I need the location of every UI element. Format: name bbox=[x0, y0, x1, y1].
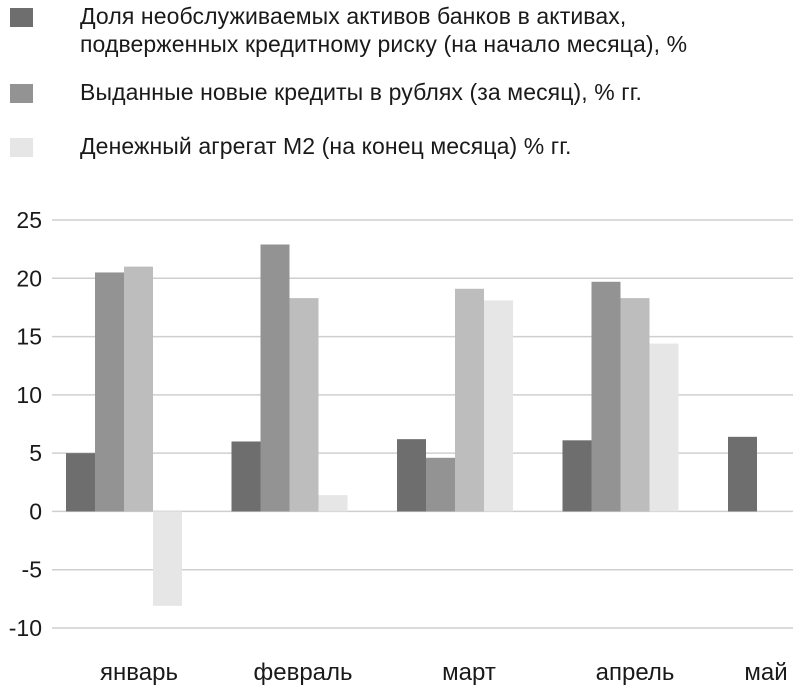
bar-series2-cat4 bbox=[591, 281, 621, 512]
legend-swatch-new-loans bbox=[10, 84, 33, 103]
bar-series4-cat3 bbox=[484, 300, 513, 512]
legend-item-new-loans: Выданные новые кредиты в рублях (за меся… bbox=[10, 78, 642, 106]
y-tick-label-7: 25 bbox=[16, 207, 42, 233]
legend-item-m2: Денежный агрегат М2 (на конец месяца) % … bbox=[10, 132, 571, 160]
legend-label-new-loans: Выданные новые кредиты в рублях (за меся… bbox=[80, 79, 642, 105]
bar-series2-cat3 bbox=[426, 457, 455, 512]
bar-series2-cat1 bbox=[95, 272, 124, 512]
y-tick-label-2: 0 bbox=[29, 498, 42, 524]
bar-series3-cat1 bbox=[124, 266, 153, 512]
x-tick-label-3: апрель bbox=[596, 659, 675, 686]
bar-series1-cat2 bbox=[231, 441, 261, 512]
y-tick-label-6: 20 bbox=[16, 265, 42, 291]
x-tick-label-4: май bbox=[744, 659, 787, 686]
bar-series4-cat1 bbox=[153, 511, 182, 606]
x-tick-label-0: январь bbox=[100, 659, 178, 686]
bar-series1-cat3 bbox=[397, 439, 426, 512]
bar-series3-cat2 bbox=[289, 298, 319, 512]
bar-series1-cat5 bbox=[728, 436, 757, 512]
legend-swatch-m2 bbox=[10, 138, 33, 157]
x-tick-label-1: февраль bbox=[253, 659, 352, 686]
legend: Доля необслуживаемых активов банков в ак… bbox=[0, 0, 800, 170]
bar-series3-cat4 bbox=[620, 298, 650, 512]
x-tick-label-2: март bbox=[442, 659, 496, 686]
legend-label-m2: Денежный агрегат М2 (на конец месяца) % … bbox=[80, 133, 572, 159]
legend-label-npl-share: Доля необслуживаемых активов банков в ак… bbox=[80, 3, 688, 57]
bar-series4-cat4 bbox=[649, 343, 679, 512]
bar-series2-cat2 bbox=[260, 244, 290, 512]
y-tick-label-0: -10 bbox=[9, 615, 42, 641]
y-tick-label-5: 15 bbox=[16, 324, 42, 350]
bar-series3-cat3 bbox=[455, 288, 484, 512]
y-tick-label-4: 10 bbox=[16, 382, 42, 408]
bar-series1-cat4 bbox=[562, 440, 592, 512]
legend-swatch-npl-share bbox=[10, 8, 33, 27]
y-tick-label-3: 5 bbox=[29, 440, 42, 466]
bar-series4-cat2 bbox=[318, 495, 348, 512]
legend-item-npl-share: Доля необслуживаемых активов банков в ак… bbox=[10, 2, 687, 58]
bar-series1-cat1 bbox=[66, 453, 95, 512]
y-tick-label-1: -5 bbox=[22, 557, 42, 583]
